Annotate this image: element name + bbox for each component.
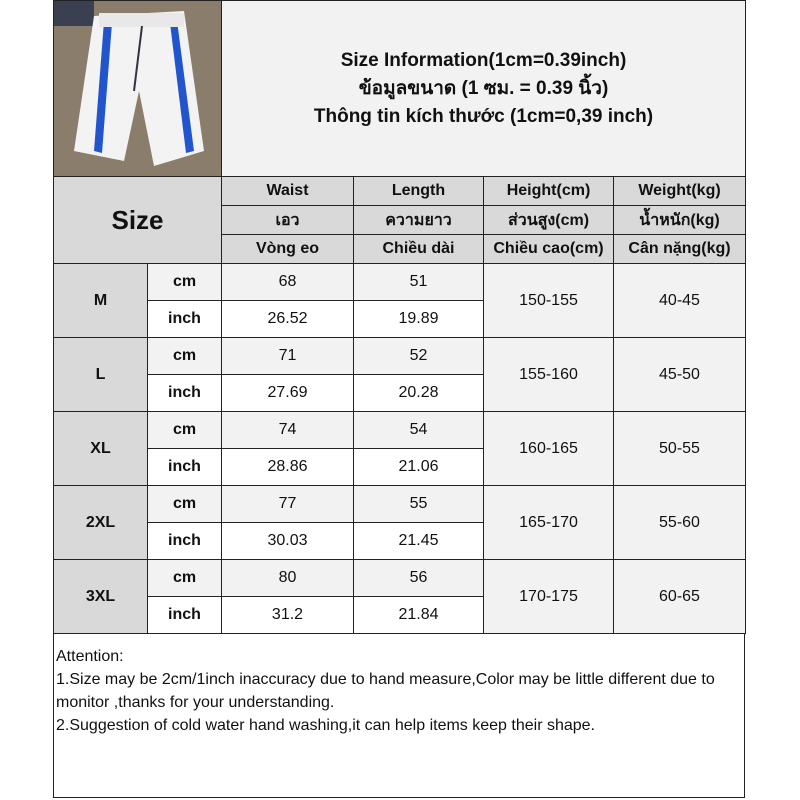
waist-inch: 27.69 xyxy=(221,374,354,412)
length-cm: 52 xyxy=(353,337,484,375)
length-inch: 19.89 xyxy=(353,300,484,338)
waist-cm: 74 xyxy=(221,411,354,449)
header-weight-vn: Cân nặng(kg) xyxy=(613,234,746,264)
waist-inch: 30.03 xyxy=(221,522,354,560)
size-table: Size Information(1cm=0.39inch) ข้อมูลขนา… xyxy=(53,0,746,634)
attention-note-1: 1.Size may be 2cm/1inch inaccuracy due t… xyxy=(56,671,715,711)
length-inch: 21.06 xyxy=(353,448,484,486)
unit-inch: inch xyxy=(147,448,222,486)
height-range: 170-175 xyxy=(483,559,614,634)
title-english: Size Information(1cm=0.39inch) xyxy=(340,49,627,71)
header-weight: Weight(kg) xyxy=(613,176,746,206)
shorts-picture xyxy=(54,1,221,171)
attention-note-2: 2.Suggestion of cold water hand washing,… xyxy=(56,717,595,734)
header-waist: Waist xyxy=(221,176,354,206)
header-height: Height(cm) xyxy=(483,176,614,206)
unit-cm: cm xyxy=(147,485,222,523)
size-row-cm: 2XL cm 77 55 165-170 55-60 xyxy=(53,485,746,560)
size-row-cm: XL cm 74 54 160-165 50-55 xyxy=(53,411,746,486)
header-length-thai: ความยาว xyxy=(353,205,484,235)
length-inch: 20.28 xyxy=(353,374,484,412)
product-image xyxy=(53,0,222,177)
height-range: 150-155 xyxy=(483,263,614,338)
weight-range: 45-50 xyxy=(613,337,746,412)
header-waist-thai: เอว xyxy=(221,205,354,235)
size-label: 3XL xyxy=(53,559,148,634)
waist-cm: 77 xyxy=(221,485,354,523)
unit-inch: inch xyxy=(147,300,222,338)
size-row-cm: 3XL cm 80 56 170-175 60-65 xyxy=(53,559,746,634)
attention-notes: Attention: 1.Size may be 2cm/1inch inacc… xyxy=(56,645,742,737)
size-header: Size xyxy=(53,176,222,264)
unit-cm: cm xyxy=(147,559,222,597)
size-label: 2XL xyxy=(53,485,148,560)
size-label: XL xyxy=(53,411,148,486)
header-length: Length xyxy=(353,176,484,206)
title-thai: ข้อมูลขนาด (1 ซม. = 0.39 นิ้ว) xyxy=(358,77,609,99)
height-range: 155-160 xyxy=(483,337,614,412)
unit-cm: cm xyxy=(147,411,222,449)
unit-inch: inch xyxy=(147,596,222,634)
waist-cm: 68 xyxy=(221,263,354,301)
unit-inch: inch xyxy=(147,522,222,560)
size-row-cm: L cm 71 52 155-160 45-50 xyxy=(53,337,746,412)
waist-cm: 71 xyxy=(221,337,354,375)
size-label: M xyxy=(53,263,148,338)
weight-range: 40-45 xyxy=(613,263,746,338)
waist-cm: 80 xyxy=(221,559,354,597)
weight-range: 60-65 xyxy=(613,559,746,634)
size-row-inch: inch 28.86 21.06 xyxy=(54,448,746,486)
size-row-inch: inch 27.69 20.28 xyxy=(54,374,746,412)
title-vietnamese: Thông tin kích thước (1cm=0,39 inch) xyxy=(313,105,654,127)
size-row-cm: M cm 68 51 150-155 40-45 xyxy=(53,263,746,338)
length-cm: 51 xyxy=(353,263,484,301)
length-cm: 55 xyxy=(353,485,484,523)
header-weight-thai: น้ำหนัก(kg) xyxy=(613,205,746,235)
waist-inch: 26.52 xyxy=(221,300,354,338)
length-inch: 21.45 xyxy=(353,522,484,560)
attention-heading: Attention: xyxy=(56,648,124,665)
unit-inch: inch xyxy=(147,374,222,412)
length-cm: 56 xyxy=(353,559,484,597)
waist-inch: 28.86 xyxy=(221,448,354,486)
length-inch: 21.84 xyxy=(353,596,484,634)
waist-inch: 31.2 xyxy=(221,596,354,634)
header-height-thai: ส่วนสูง(cm) xyxy=(483,205,614,235)
height-range: 160-165 xyxy=(483,411,614,486)
size-row-inch: inch 31.2 21.84 xyxy=(54,596,746,634)
length-cm: 54 xyxy=(353,411,484,449)
size-row-inch: inch 30.03 21.45 xyxy=(54,522,746,560)
weight-range: 50-55 xyxy=(613,411,746,486)
unit-cm: cm xyxy=(147,337,222,375)
weight-range: 55-60 xyxy=(613,485,746,560)
header-waist-vn: Vòng eo xyxy=(221,234,354,264)
header-height-vn: Chiều cao(cm) xyxy=(483,234,614,264)
height-range: 165-170 xyxy=(483,485,614,560)
unit-cm: cm xyxy=(147,263,222,301)
size-information-title: Size Information(1cm=0.39inch) ข้อมูลขนา… xyxy=(221,0,746,177)
header-length-vn: Chiều dài xyxy=(353,234,484,264)
size-label: L xyxy=(53,337,148,412)
